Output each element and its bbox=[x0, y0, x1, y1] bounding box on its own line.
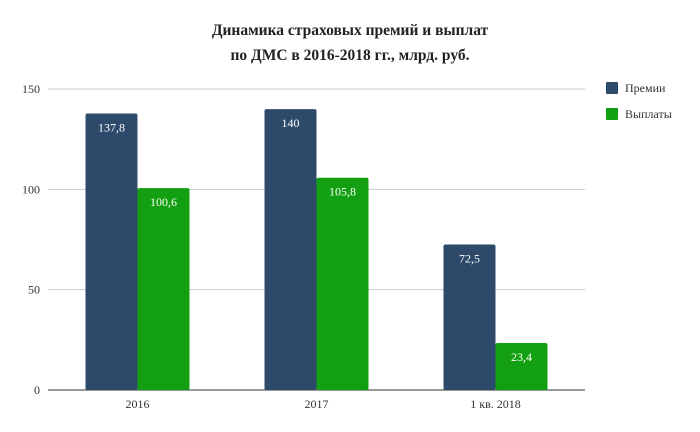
chart-title-block: Динамика страховых премий и выплат по ДМ… bbox=[0, 18, 700, 68]
bar-vyplaty bbox=[137, 188, 190, 390]
legend-label: Премии bbox=[625, 81, 666, 95]
data-label: 105,8 bbox=[329, 185, 356, 199]
x-tick-label: 2016 bbox=[126, 397, 150, 411]
legend-swatch bbox=[606, 108, 618, 120]
x-tick-label: 2017 bbox=[305, 397, 329, 411]
bar-vyplaty bbox=[495, 343, 548, 390]
y-tick-label: 150 bbox=[22, 82, 40, 96]
data-label: 23,4 bbox=[511, 350, 532, 364]
bar-premii bbox=[264, 109, 317, 391]
chart-subtitle: по ДМС в 2016-2018 гг., млрд. руб. bbox=[230, 47, 470, 64]
chart-title: Динамика страховых премий и выплат bbox=[211, 22, 489, 39]
data-label: 137,8 bbox=[98, 120, 125, 134]
bar-premii bbox=[443, 244, 496, 390]
y-tick-label: 50 bbox=[28, 283, 40, 297]
data-label: 140 bbox=[282, 116, 300, 130]
legend-label: Выплаты bbox=[625, 107, 672, 121]
y-tick-label: 100 bbox=[22, 182, 40, 196]
y-tick-label: 0 bbox=[34, 383, 40, 397]
x-tick-label: 1 кв. 2018 bbox=[470, 397, 521, 411]
data-label: 100,6 bbox=[150, 195, 177, 209]
legend-swatch bbox=[606, 82, 618, 94]
data-label: 72,5 bbox=[459, 252, 480, 266]
bar-vyplaty bbox=[316, 177, 369, 390]
bar-premii bbox=[85, 113, 138, 391]
